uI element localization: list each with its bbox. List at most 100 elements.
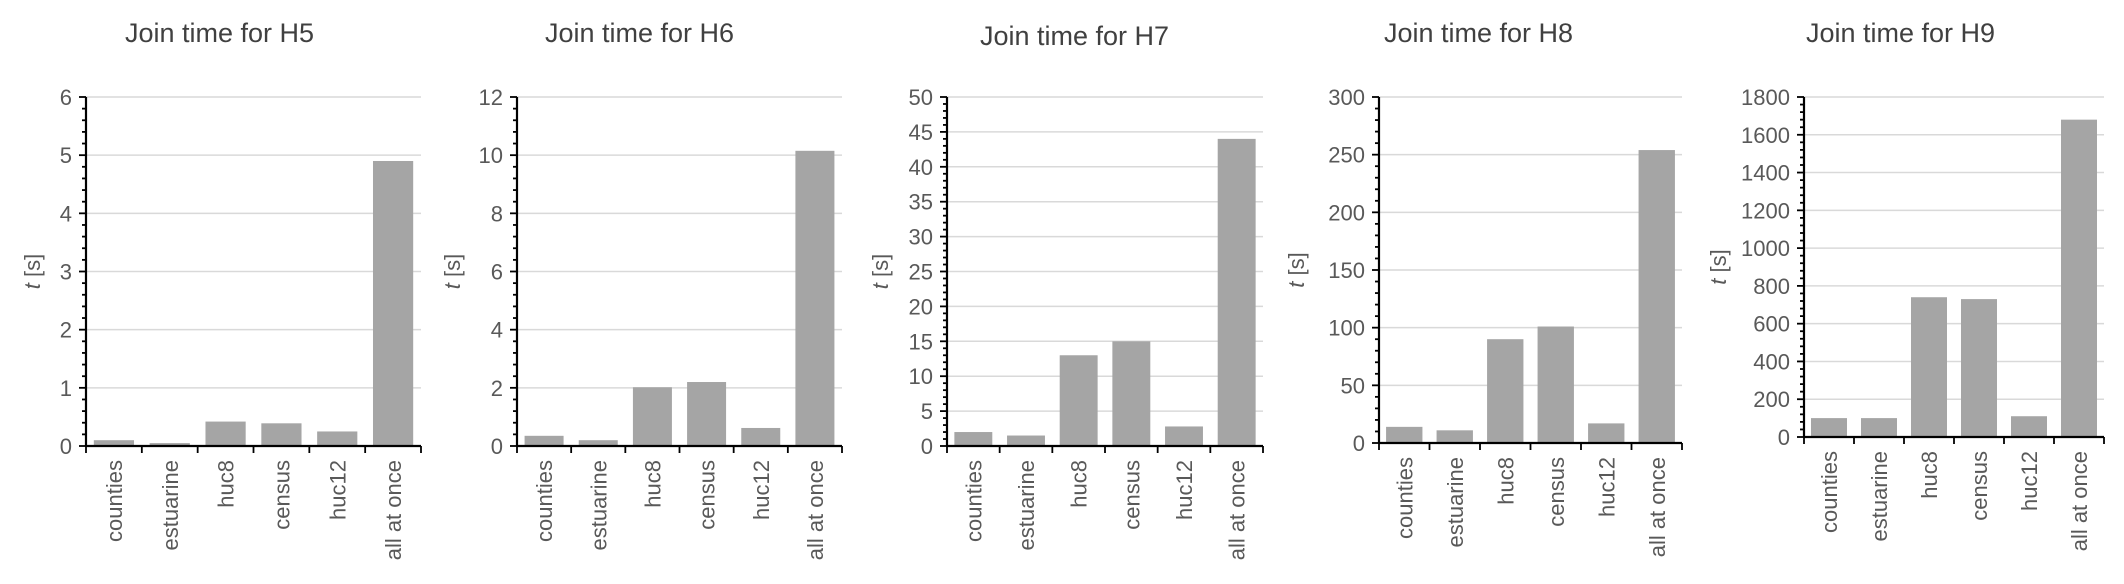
y-tick-label: 0 xyxy=(921,434,933,459)
bar xyxy=(1386,426,1423,443)
category-label: counties xyxy=(961,460,986,542)
y-tick-label: 10 xyxy=(909,364,933,389)
chart-panel-6: Join time for H6 t [s] 0 2 4 6 8 10 12 counties es… xyxy=(440,18,843,560)
category-label: counties xyxy=(1817,451,1842,533)
category-label: all at once xyxy=(381,460,406,560)
chart-panel-9: Join time for H9 t [s] 0 200 400 600 800 1000 12… xyxy=(1706,18,2105,551)
chart-title: Join time for H7 xyxy=(980,21,1169,51)
y-tick-label: 2 xyxy=(60,318,72,343)
y-tick-label: 45 xyxy=(909,120,933,145)
bar xyxy=(687,382,727,446)
bar xyxy=(2011,416,2047,437)
y-axis-label: t [s] xyxy=(1706,249,1731,284)
chart-title: Join time for H9 xyxy=(1806,18,1995,48)
category-label: huc12 xyxy=(325,460,350,520)
bar xyxy=(1217,138,1256,446)
y-tick-label: 250 xyxy=(1328,143,1365,168)
y-tick-label: 800 xyxy=(1753,274,1790,299)
y-tick-label: 400 xyxy=(1753,349,1790,374)
y-tick-label: 40 xyxy=(909,155,933,180)
bar xyxy=(632,387,672,446)
bar xyxy=(954,432,993,446)
y-tick-label: 10 xyxy=(479,143,503,168)
y-tick-label: 30 xyxy=(909,225,933,250)
bar xyxy=(1059,355,1098,446)
bar xyxy=(795,150,835,446)
category-label: huc8 xyxy=(1067,460,1092,508)
y-tick-label: 12 xyxy=(479,85,503,110)
y-tick-label: 6 xyxy=(60,85,72,110)
y-tick-label: 6 xyxy=(491,260,503,285)
bar xyxy=(1112,341,1151,446)
y-tick-label: 15 xyxy=(909,329,933,354)
y-tick-label: 1000 xyxy=(1741,236,1790,261)
bar xyxy=(1811,418,1847,437)
y-tick-label: 50 xyxy=(909,85,933,110)
category-label: census xyxy=(1119,460,1144,530)
category-label: estuarine xyxy=(1867,451,1892,542)
category-label: huc8 xyxy=(1917,451,1942,499)
bar xyxy=(741,427,781,446)
y-tick-label: 0 xyxy=(60,434,72,459)
y-axis-label: t [s] xyxy=(1284,252,1309,287)
chart-title: Join time for H5 xyxy=(125,18,314,48)
y-tick-label: 2 xyxy=(491,376,503,401)
bar xyxy=(205,421,246,446)
bar xyxy=(149,443,190,446)
category-label: counties xyxy=(532,460,557,542)
bar xyxy=(524,435,564,446)
y-tick-label: 1400 xyxy=(1741,161,1790,186)
y-tick-label: 0 xyxy=(491,434,503,459)
chart-title: Join time for H8 xyxy=(1384,18,1573,48)
bar xyxy=(1537,326,1574,443)
y-tick-label: 3 xyxy=(60,260,72,285)
category-label: census xyxy=(1544,457,1569,527)
y-tick-label: 1 xyxy=(60,376,72,401)
bar xyxy=(93,440,135,446)
bar xyxy=(1588,423,1625,443)
bar xyxy=(317,431,358,446)
bar xyxy=(1861,418,1897,437)
y-tick-label: 5 xyxy=(60,143,72,168)
category-label: all at once xyxy=(1645,457,1670,557)
chart-title: Join time for H6 xyxy=(545,18,734,48)
bar xyxy=(1487,339,1524,443)
chart-panel-5: Join time for H5 t [s] 0 1 2 3 4 5 6 counties estu… xyxy=(20,18,422,560)
y-tick-label: 600 xyxy=(1753,312,1790,337)
y-tick-label: 1600 xyxy=(1741,123,1790,148)
bar xyxy=(261,423,302,446)
category-label: counties xyxy=(102,460,127,542)
category-label: counties xyxy=(1392,457,1417,539)
y-tick-label: 35 xyxy=(909,190,933,215)
y-tick-label: 200 xyxy=(1753,387,1790,412)
y-tick-label: 200 xyxy=(1328,200,1365,225)
y-axis-label: t [s] xyxy=(20,254,45,289)
y-tick-label: 50 xyxy=(1341,373,1365,398)
y-tick-label: 5 xyxy=(921,399,933,424)
bar xyxy=(1436,430,1473,443)
y-tick-label: 20 xyxy=(909,294,933,319)
category-label: huc8 xyxy=(640,460,665,508)
bar xyxy=(1007,435,1045,446)
y-tick-label: 4 xyxy=(491,318,503,343)
category-label: all at once xyxy=(1225,460,1250,560)
bar xyxy=(1961,299,1997,437)
category-label: estuarine xyxy=(586,460,611,551)
y-tick-label: 0 xyxy=(1353,431,1365,456)
chart-panel-8: Join time for H8 t [s] 0 50 100 150 200 250 300 c… xyxy=(1284,18,1683,557)
category-label: census xyxy=(695,460,720,530)
category-label: all at once xyxy=(803,460,828,560)
y-axis-label: t [s] xyxy=(868,254,893,289)
category-label: huc8 xyxy=(1493,457,1518,505)
y-tick-label: 100 xyxy=(1328,316,1365,341)
category-label: all at once xyxy=(2067,451,2092,551)
y-tick-label: 0 xyxy=(1778,425,1790,450)
category-label: estuarine xyxy=(1014,460,1039,551)
category-label: census xyxy=(1967,451,1992,521)
y-tick-label: 150 xyxy=(1328,258,1365,283)
category-label: estuarine xyxy=(1443,457,1468,548)
chart-panel-7: Join time for H7 t [s] 0 5 10 15 20 25 30 35 40 45 5… xyxy=(868,21,1264,560)
category-label: huc12 xyxy=(2017,451,2042,511)
y-tick-label: 1200 xyxy=(1741,198,1790,223)
